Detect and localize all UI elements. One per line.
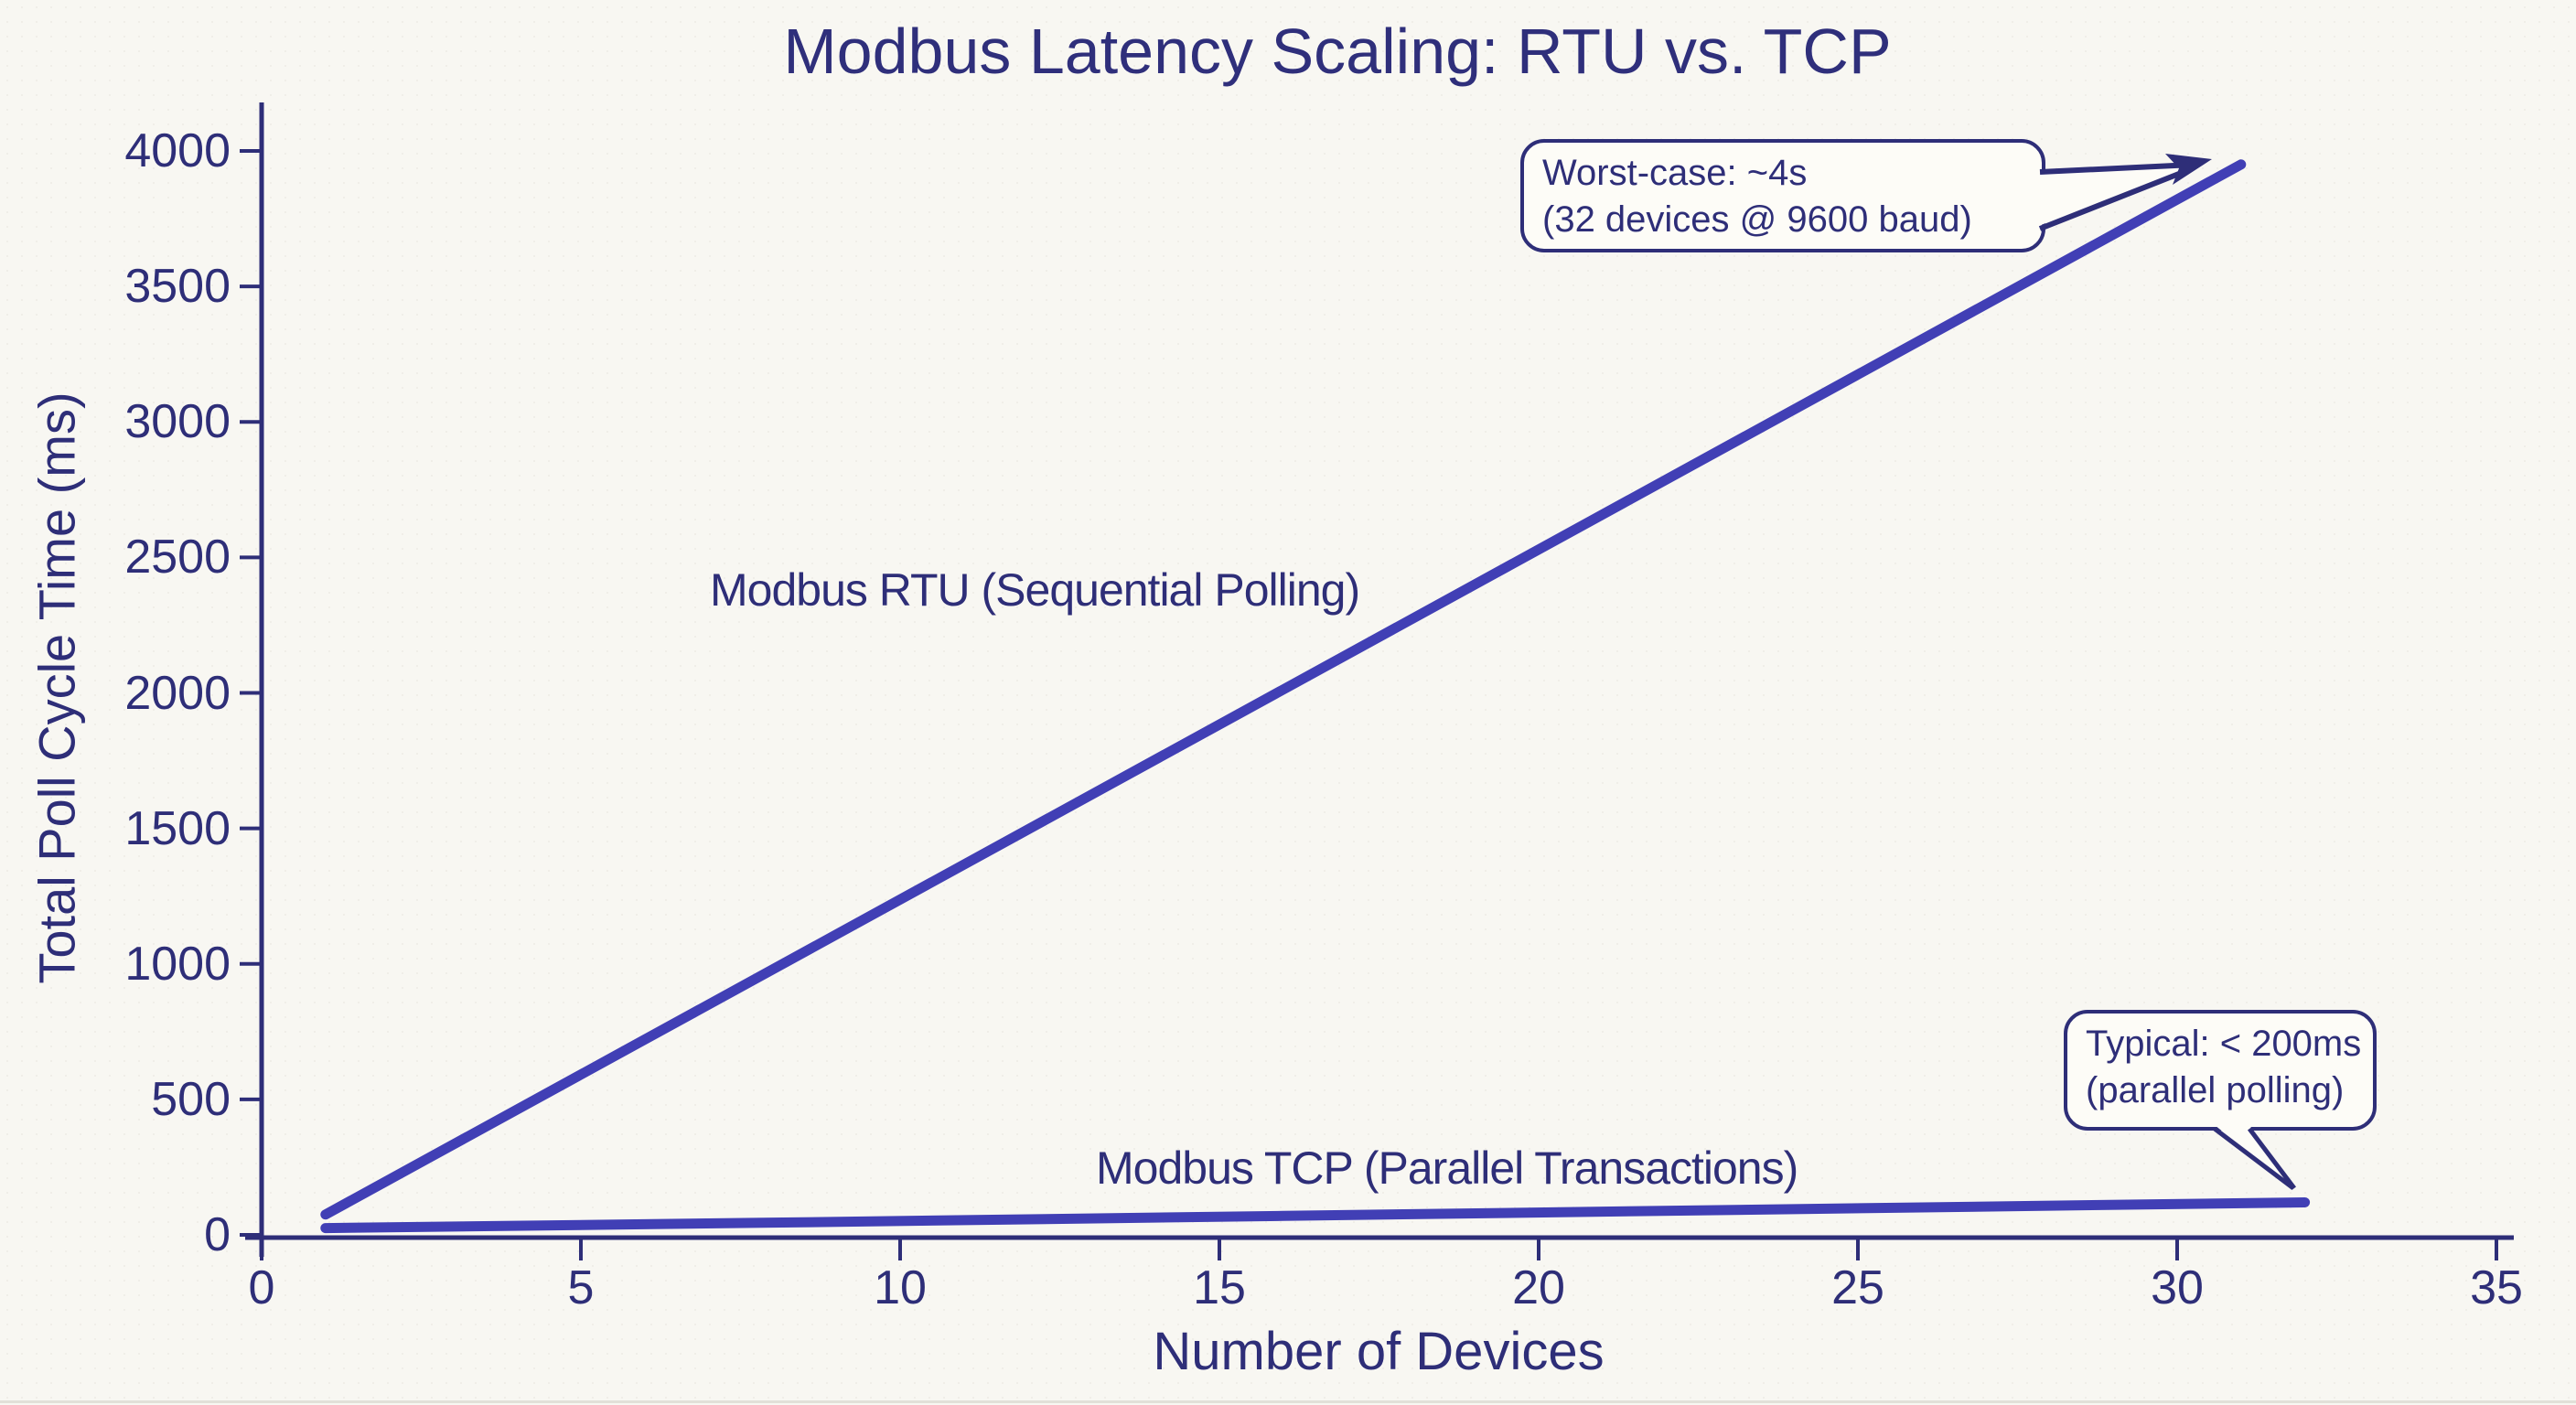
y-tick-label: 3500 bbox=[124, 260, 231, 314]
y-tick-label: 3000 bbox=[124, 395, 231, 449]
x-tick-label: 5 bbox=[567, 1261, 595, 1314]
typical-wedge-edge-right bbox=[2248, 1127, 2296, 1190]
series-label-tcp: Modbus TCP (Parallel Transactions) bbox=[1096, 1142, 1798, 1194]
y-tick-label: 1000 bbox=[124, 937, 231, 991]
x-tick-label: 25 bbox=[1831, 1261, 1884, 1314]
typical-wedge-fill bbox=[2215, 1125, 2293, 1188]
typical-wedge-edge-left bbox=[2213, 1127, 2295, 1190]
callout-typical: Typical: < 200ms (parallel polling) bbox=[2064, 1010, 2377, 1131]
callout-typical-line1: Typical: < 200ms bbox=[2086, 1024, 2362, 1064]
worst-arrowhead bbox=[2165, 154, 2212, 185]
callout-typical-line2: (parallel polling) bbox=[2086, 1070, 2345, 1111]
chart-title: Modbus Latency Scaling: RTU vs. TCP bbox=[783, 16, 1892, 87]
x-axis-label: Number of Devices bbox=[1153, 1322, 1605, 1381]
x-tick-label: 35 bbox=[2470, 1261, 2523, 1314]
y-tick-label: 500 bbox=[151, 1072, 231, 1126]
y-tick-label: 2000 bbox=[124, 666, 231, 720]
y-tick-label: 1500 bbox=[124, 801, 231, 855]
worst-wedge-edge-top bbox=[2039, 162, 2195, 175]
tcp-line bbox=[320, 1196, 2311, 1234]
y-tick-label: 0 bbox=[204, 1208, 231, 1261]
callout-worst-case-line1: Worst-case: ~4s bbox=[1542, 153, 1808, 193]
rtu-line bbox=[320, 159, 2247, 1220]
x-tick-label: 10 bbox=[874, 1261, 927, 1314]
callout-worst-case: Worst-case: ~4s (32 devices @ 9600 baud) bbox=[1520, 139, 2045, 252]
x-tick-label: 20 bbox=[1512, 1261, 1565, 1314]
worst-wedge-fill bbox=[2036, 166, 2192, 227]
y-tick-label: 4000 bbox=[124, 124, 231, 177]
x-tick-label: 15 bbox=[1193, 1261, 1246, 1314]
worst-wedge-edge-bottom bbox=[2038, 167, 2190, 231]
bottom-hairline bbox=[0, 1400, 2576, 1403]
x-tick-label: 30 bbox=[2151, 1261, 2204, 1314]
x-tick-label: 0 bbox=[248, 1261, 275, 1314]
callout-worst-case-line2: (32 devices @ 9600 baud) bbox=[1542, 199, 1972, 241]
series-label-rtu: Modbus RTU (Sequential Polling) bbox=[710, 564, 1360, 616]
y-tick-label: 2500 bbox=[124, 531, 231, 585]
